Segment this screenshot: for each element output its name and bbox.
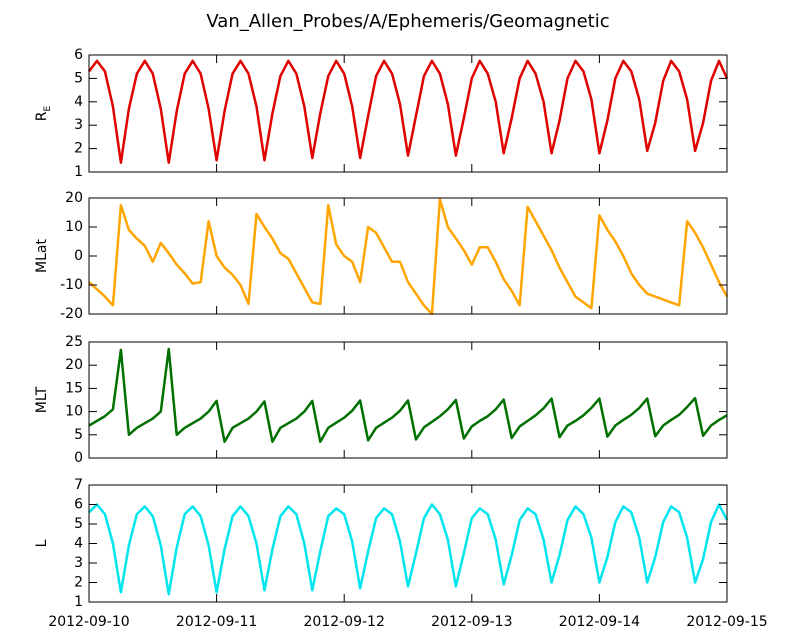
y-tick-label: 3 <box>74 117 83 133</box>
y-tick-label: 4 <box>74 94 83 110</box>
x-tick-label: 2012-09-15 <box>686 614 767 630</box>
y-tick-label: 1 <box>74 164 83 180</box>
y-tick-label: 3 <box>74 555 83 571</box>
chart-title: Van_Allen_Probes/A/Ephemeris/Geomagnetic <box>206 11 609 32</box>
y-axis-label: MLT <box>34 386 50 413</box>
y-tick-label: 7 <box>74 477 83 493</box>
y-tick-label: 0 <box>74 248 83 264</box>
x-tick-label: 2012-09-13 <box>431 614 512 630</box>
y-axis-label-text: MLat <box>34 239 50 273</box>
y-axis-label-subscript: E <box>43 105 53 111</box>
y-axis-label: RE <box>34 105 53 121</box>
y-axis-label: MLat <box>34 239 50 273</box>
series-line <box>88 59 729 164</box>
series-line <box>88 198 729 316</box>
y-axis-label: L <box>34 539 50 547</box>
y-axis-label-text: R <box>34 111 50 121</box>
x-tick-label: 2012-09-12 <box>304 614 385 630</box>
y-tick-label: -10 <box>60 277 83 293</box>
y-tick-label: 20 <box>65 190 83 206</box>
y-tick-label: 10 <box>65 219 83 235</box>
panel-frame <box>88 197 728 315</box>
x-tick-label: 2012-09-10 <box>48 614 129 630</box>
y-axis-label-text: L <box>34 539 50 547</box>
y-tick-label: 5 <box>74 70 83 86</box>
y-tick-label: 0 <box>74 450 83 466</box>
y-tick-label: -20 <box>60 306 83 322</box>
y-tick-label: 25 <box>65 334 83 350</box>
y-tick-label: 2 <box>74 575 83 591</box>
y-tick-label: 10 <box>65 404 83 420</box>
y-tick-label: 5 <box>74 427 83 443</box>
panel-frame <box>88 341 728 459</box>
series-line <box>88 347 728 444</box>
y-tick-label: 20 <box>65 357 83 373</box>
panel-frame <box>88 54 728 173</box>
y-tick-label: 1 <box>74 594 83 610</box>
y-tick-label: 4 <box>74 536 83 552</box>
y-tick-label: 6 <box>74 47 83 63</box>
y-tick-label: 5 <box>74 516 83 532</box>
y-tick-label: 2 <box>74 141 83 157</box>
x-tick-label: 2012-09-14 <box>559 614 640 630</box>
y-axis-label-text: MLT <box>34 386 50 413</box>
y-tick-label: 6 <box>74 497 83 513</box>
series-line <box>88 503 729 596</box>
y-tick-label: 15 <box>65 380 83 396</box>
x-tick-label: 2012-09-11 <box>176 614 257 630</box>
